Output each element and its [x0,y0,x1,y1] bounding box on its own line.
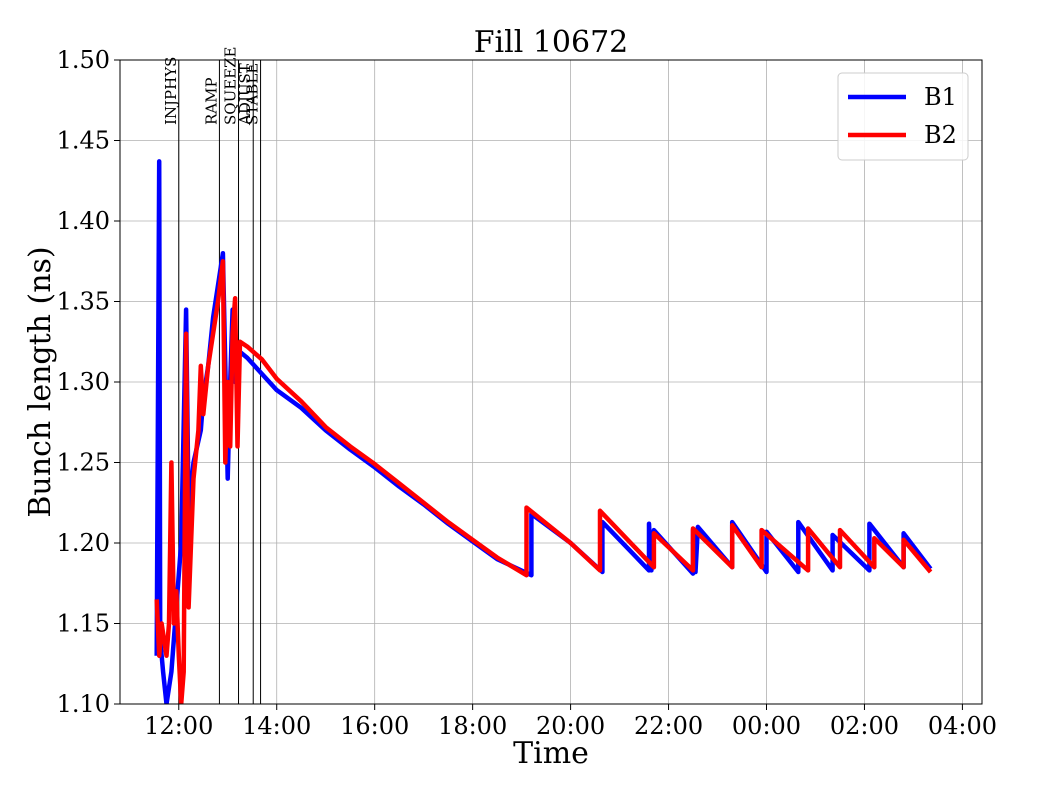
x-tick-label: 02:00 [830,712,899,740]
x-tick-label: 12:00 [144,712,213,740]
x-tick-label: 20:00 [536,712,605,740]
legend-label-b1: B1 [924,83,957,111]
series-line-b2 [154,259,933,704]
chart-title: Fill 10672 [474,25,629,60]
x-tick-label: 18:00 [438,712,507,740]
y-tick-label: 1.20 [57,529,110,557]
y-tick-label: 1.15 [57,610,110,638]
x-tick-label: 22:00 [634,712,703,740]
y-tick-label: 1.50 [57,46,110,74]
phase-label: SQUEEZE [222,47,240,126]
y-tick-label: 1.40 [57,207,110,235]
x-tick-label: 04:00 [928,712,997,740]
x-tick-label: 14:00 [242,712,311,740]
phase-label: RAMP [202,77,220,125]
y-tick-label: 1.10 [57,690,110,718]
axis-ticks: 12:00 14:00 16:00 18:00 20:00 22:00 00:00 02:00… [57,46,997,740]
y-axis-label: Bunch length (ns) [23,246,58,517]
phase-label: ADJUST [236,63,254,126]
y-tick-label: 1.25 [57,449,110,477]
y-tick-label: 1.35 [57,288,110,316]
x-tick-label: 16:00 [340,712,409,740]
x-tick-label: 00:00 [732,712,801,740]
series-lines [154,159,933,704]
legend-label-b2: B2 [924,121,957,149]
phase-label: INJPHYS [162,57,180,125]
y-tick-label: 1.30 [57,368,110,396]
x-axis-label: Time [513,736,589,771]
y-tick-label: 1.45 [57,127,110,155]
phase-label: STABLE [244,63,262,125]
